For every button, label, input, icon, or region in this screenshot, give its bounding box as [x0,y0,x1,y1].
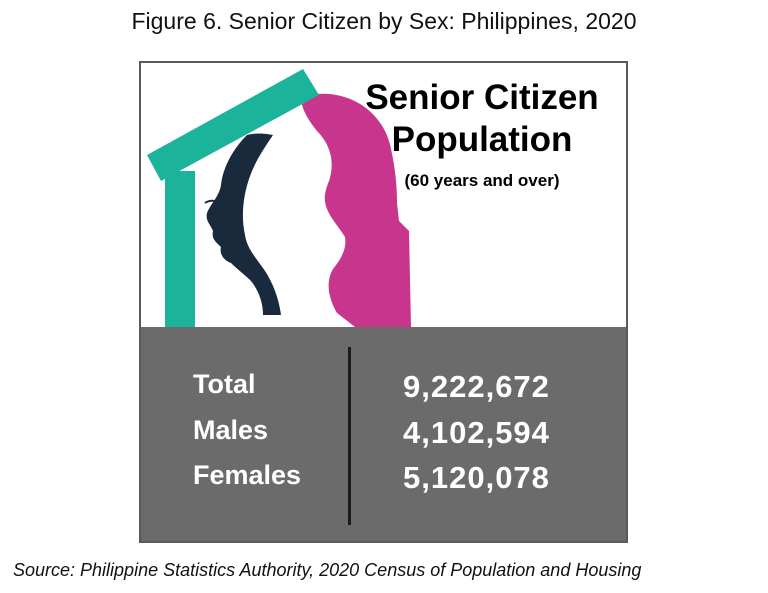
headline: Senior Citizen Population [337,77,626,161]
stats-divider [348,347,351,525]
male-silhouette-icon [206,133,281,315]
subheadline: (60 years and over) [404,171,560,190]
table-row: Males 4,102,594 [141,415,626,459]
row-value-females: 5,120,078 [403,460,550,495]
row-label-females: Females [193,460,302,490]
row-value-total: 9,222,672 [403,369,550,404]
house-roof-icon [147,69,319,327]
headline-line-2: Population [391,120,573,159]
glasses-icon [204,199,224,206]
stats-panel: Total 9,222,672 Males 4,102,594 Females … [141,327,626,541]
row-label-total: Total [193,369,256,399]
senior-citizen-illustration: Senior Citizen Population (60 years and … [141,63,626,327]
row-label-males: Males [193,415,269,445]
source-note: Source: Philippine Statistics Authority,… [13,560,642,580]
female-silhouette-icon [301,93,411,327]
senior-couple-house-icon [147,69,411,327]
infographic-card: Senior Citizen Population (60 years and … [139,61,628,543]
row-value-males: 4,102,594 [403,415,550,450]
headline-line-1: Senior Citizen [365,78,599,117]
figure-title: Figure 6. Senior Citizen by Sex: Philipp… [131,8,637,34]
table-row: Females 5,120,078 [141,460,626,504]
table-row: Total 9,222,672 [141,369,626,413]
